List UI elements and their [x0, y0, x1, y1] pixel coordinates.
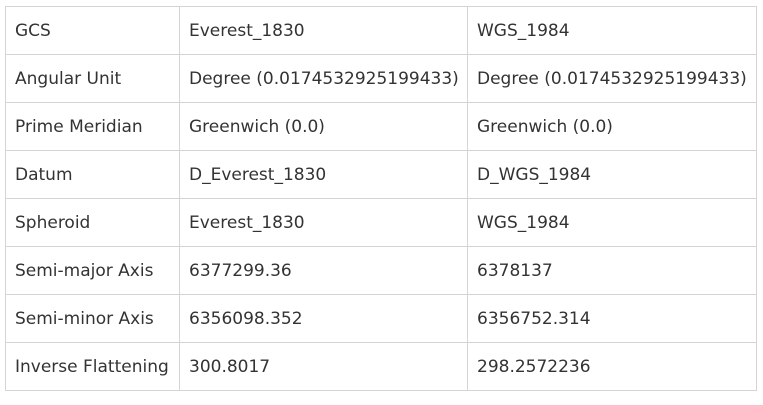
table-row: Spheroid Everest_1830 WGS_1984	[5, 198, 757, 247]
row-label-cell: Inverse Flattening	[5, 342, 180, 391]
row-label-cell: Semi-minor Axis	[5, 294, 180, 343]
table-row: Prime Meridian Greenwich (0.0) Greenwich…	[5, 102, 757, 151]
row-label-cell: Semi-major Axis	[5, 246, 180, 295]
wgs-value-cell: D_WGS_1984	[467, 150, 757, 199]
wgs-value-cell: Degree (0.0174532925199433)	[467, 54, 757, 103]
wgs-value-cell: 6356752.314	[467, 294, 757, 343]
table-row: Inverse Flattening 300.8017 298.2572236	[5, 342, 757, 391]
row-label-cell: Datum	[5, 150, 180, 199]
wgs-value-cell: WGS_1984	[467, 198, 757, 247]
everest-value-cell: 6377299.36	[179, 246, 468, 295]
everest-value-cell: 6356098.352	[179, 294, 468, 343]
everest-value-cell: Degree (0.0174532925199433)	[179, 54, 468, 103]
everest-value-cell: Everest_1830	[179, 6, 468, 55]
table-row: Datum D_Everest_1830 D_WGS_1984	[5, 150, 757, 199]
wgs-value-cell: WGS_1984	[467, 6, 757, 55]
row-label-cell: Spheroid	[5, 198, 180, 247]
wgs-value-cell: 6378137	[467, 246, 757, 295]
everest-value-cell: D_Everest_1830	[179, 150, 468, 199]
table-row: GCS Everest_1830 WGS_1984	[5, 6, 757, 55]
row-label-cell: Angular Unit	[5, 54, 180, 103]
row-label-cell: Prime Meridian	[5, 102, 180, 151]
table-row: Semi-major Axis 6377299.36 6378137	[5, 246, 757, 295]
table-row: Semi-minor Axis 6356098.352 6356752.314	[5, 294, 757, 343]
everest-value-cell: 300.8017	[179, 342, 468, 391]
wgs-value-cell: Greenwich (0.0)	[467, 102, 757, 151]
wgs-value-cell: 298.2572236	[467, 342, 757, 391]
gcs-comparison-table: GCS Everest_1830 WGS_1984 Angular Unit D…	[5, 6, 757, 391]
table-row: Angular Unit Degree (0.0174532925199433)…	[5, 54, 757, 103]
row-label-cell: GCS	[5, 6, 180, 55]
everest-value-cell: Greenwich (0.0)	[179, 102, 468, 151]
everest-value-cell: Everest_1830	[179, 198, 468, 247]
